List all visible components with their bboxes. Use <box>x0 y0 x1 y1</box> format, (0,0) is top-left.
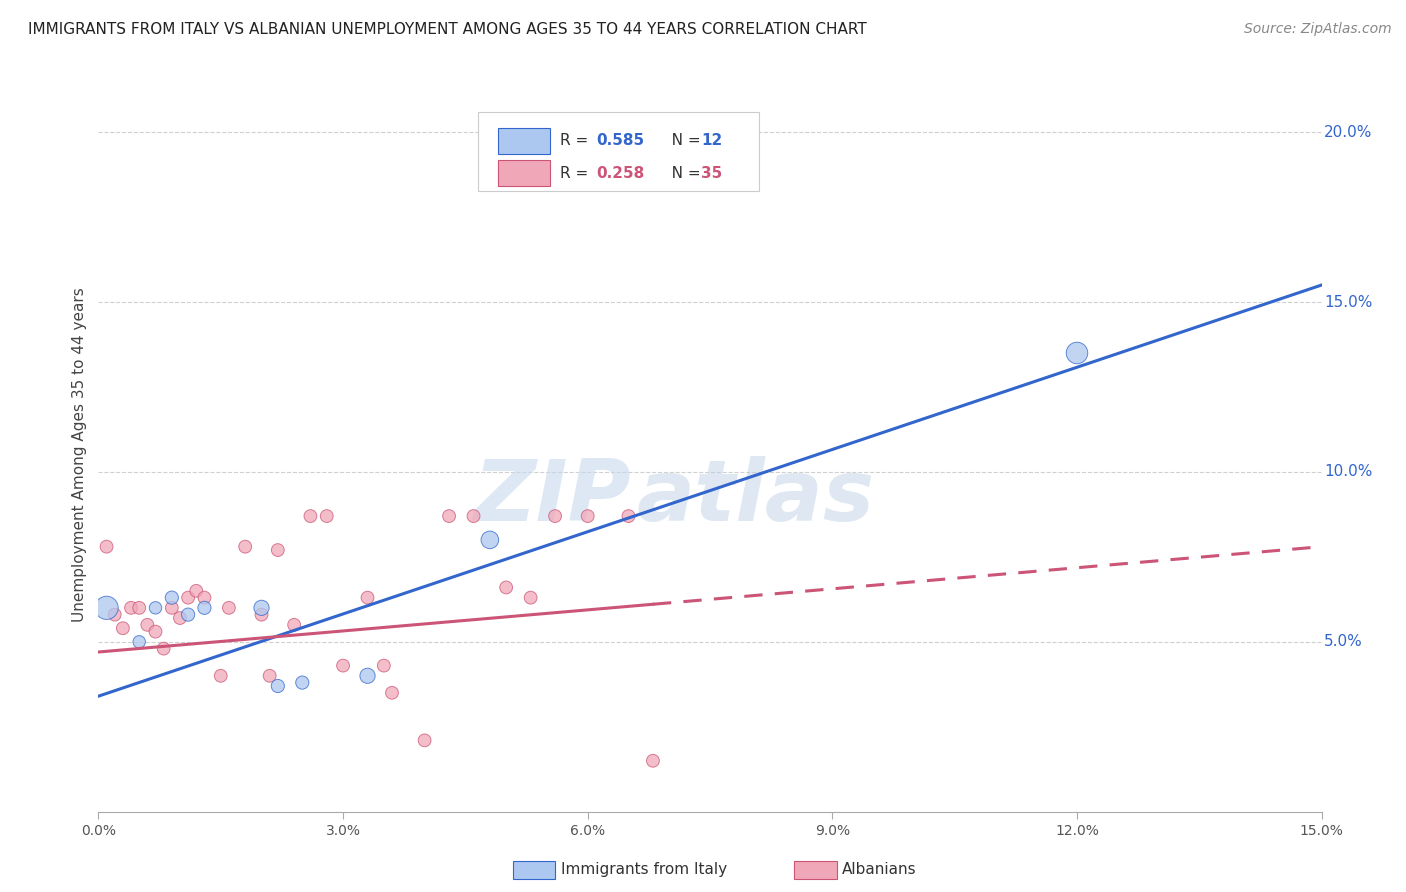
Text: 15.0%: 15.0% <box>1324 294 1372 310</box>
Point <box>128 600 150 615</box>
Text: 20.0%: 20.0% <box>1324 125 1372 140</box>
Text: 5.0%: 5.0% <box>1324 634 1362 649</box>
Text: 35: 35 <box>702 166 723 180</box>
Point <box>617 509 640 524</box>
Point <box>250 607 273 622</box>
Point <box>96 540 118 554</box>
Text: Albanians: Albanians <box>842 863 917 877</box>
Point <box>259 669 281 683</box>
Point <box>136 617 159 632</box>
Point <box>209 669 232 683</box>
Point <box>299 509 322 524</box>
Text: N =: N = <box>658 134 706 148</box>
Point <box>437 509 460 524</box>
Text: 10.0%: 10.0% <box>1324 465 1372 479</box>
Text: R =: R = <box>560 166 593 180</box>
Point <box>193 591 215 605</box>
Point <box>495 581 517 595</box>
Text: ZIP: ZIP <box>472 456 630 540</box>
Text: IMMIGRANTS FROM ITALY VS ALBANIAN UNEMPLOYMENT AMONG AGES 35 TO 44 YEARS CORRELA: IMMIGRANTS FROM ITALY VS ALBANIAN UNEMPL… <box>28 22 868 37</box>
Text: Immigrants from Italy: Immigrants from Italy <box>561 863 727 877</box>
Point <box>641 754 664 768</box>
Text: atlas: atlas <box>637 456 875 540</box>
Point <box>160 600 183 615</box>
Y-axis label: Unemployment Among Ages 35 to 44 years: Unemployment Among Ages 35 to 44 years <box>72 287 87 623</box>
Point <box>373 658 395 673</box>
FancyBboxPatch shape <box>478 112 759 191</box>
Point <box>576 509 599 524</box>
Point <box>186 583 208 598</box>
Point <box>267 543 290 558</box>
Point <box>283 617 305 632</box>
Point <box>104 607 127 622</box>
Point <box>332 658 354 673</box>
Point <box>478 533 501 547</box>
Point <box>218 600 240 615</box>
Point <box>111 621 134 635</box>
Point <box>145 600 167 615</box>
Point <box>152 641 174 656</box>
Point <box>128 635 150 649</box>
Point <box>356 591 378 605</box>
Point <box>160 591 183 605</box>
FancyBboxPatch shape <box>498 128 550 153</box>
Text: 12: 12 <box>702 134 723 148</box>
Point <box>356 669 378 683</box>
Point <box>177 591 200 605</box>
Point <box>315 509 337 524</box>
Point <box>145 624 167 639</box>
Point <box>169 611 191 625</box>
Point <box>177 607 200 622</box>
Text: R =: R = <box>560 134 593 148</box>
Point <box>250 600 273 615</box>
Point <box>291 675 314 690</box>
Point <box>413 733 436 747</box>
Point <box>233 540 256 554</box>
Text: Source: ZipAtlas.com: Source: ZipAtlas.com <box>1244 22 1392 37</box>
Point <box>267 679 290 693</box>
Point <box>193 600 215 615</box>
Text: 0.585: 0.585 <box>596 134 644 148</box>
Point <box>519 591 541 605</box>
FancyBboxPatch shape <box>498 161 550 186</box>
Text: 0.258: 0.258 <box>596 166 644 180</box>
Point <box>120 600 142 615</box>
Point <box>1066 346 1088 360</box>
Text: N =: N = <box>658 166 706 180</box>
Point <box>96 600 118 615</box>
Point <box>381 686 404 700</box>
Point <box>544 509 567 524</box>
Point <box>463 509 485 524</box>
